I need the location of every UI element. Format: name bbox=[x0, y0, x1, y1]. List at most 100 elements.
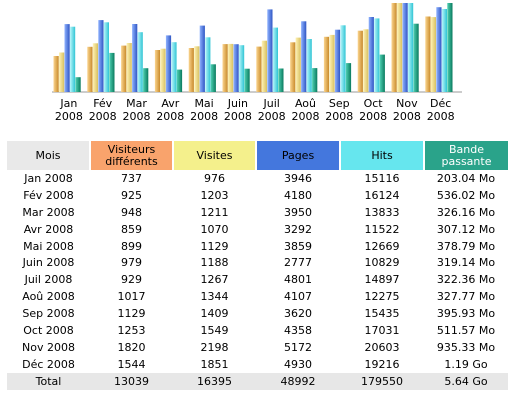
x-tick-label-11-month: Nov bbox=[396, 97, 418, 110]
bar-bandwidth-7 bbox=[278, 68, 284, 92]
x-tick-label-1-year: 2008 bbox=[55, 110, 83, 123]
cell-hits: 13833 bbox=[364, 205, 400, 219]
cell-hits: 12669 bbox=[364, 239, 400, 253]
bar-unique-visitors-10 bbox=[357, 30, 363, 92]
cell-visits: 1188 bbox=[200, 256, 229, 270]
bar-bandwidth-9 bbox=[345, 63, 352, 92]
cell-hits: 17031 bbox=[364, 323, 400, 337]
cell-bandwidth: 319.14 Mo bbox=[436, 256, 496, 270]
bar-pages-5 bbox=[199, 25, 205, 93]
bar-bandwidth-1 bbox=[75, 77, 81, 92]
cell-month: Sep 2008 bbox=[22, 307, 75, 321]
bar-visits-3 bbox=[126, 43, 132, 92]
cell-hits: 15116 bbox=[364, 171, 400, 185]
x-tick-label-8-month: Aoû bbox=[295, 97, 316, 110]
cell-pages: 3620 bbox=[284, 307, 312, 321]
table-row: Oct 2008 1253 1549 4358 17031 511.57 Mo bbox=[7, 322, 508, 339]
x-tick-label-10-month: Oct bbox=[364, 97, 384, 110]
cell-visits: 1267 bbox=[200, 273, 229, 287]
header-unique-visitors-line2: différents bbox=[105, 154, 158, 168]
cell-visitors: 1017 bbox=[117, 290, 146, 304]
cell-hits: 14897 bbox=[364, 273, 400, 287]
bar-pages-11 bbox=[402, 3, 408, 92]
total-hits: 179550 bbox=[340, 372, 424, 390]
bar-hits-6 bbox=[239, 45, 245, 92]
monthly-bar-chart: Jan2008Fév2008Mar2008Avr2008Mai2008Juin2… bbox=[52, 3, 462, 123]
cell-pages: 3292 bbox=[284, 222, 312, 236]
cell-month: Aoû 2008 bbox=[22, 290, 75, 304]
header-pages: Pages bbox=[256, 141, 341, 170]
table-row: Juin 2008 979 1188 2777 10829 319.14 Mo bbox=[7, 254, 508, 271]
x-tick-label-11-year: 2008 bbox=[393, 110, 421, 123]
bar-visits-7 bbox=[261, 40, 267, 92]
bar-unique-visitors-11 bbox=[391, 3, 397, 92]
bar-bandwidth-5 bbox=[210, 64, 216, 92]
cell-month: Avr 2008 bbox=[23, 222, 74, 236]
bar-unique-visitors-6 bbox=[222, 44, 228, 92]
bar-unique-visitors-12 bbox=[425, 16, 431, 92]
table-row: Juil 2008 929 1267 4801 14897 322.36 Mo bbox=[7, 271, 508, 288]
cell-bandwidth: 1.19 Go bbox=[444, 357, 488, 371]
x-tick-label-1-month: Jan bbox=[59, 97, 77, 110]
cell-hits: 19216 bbox=[364, 357, 400, 371]
cell-month: Oct 2008 bbox=[23, 323, 74, 337]
bar-pages-6 bbox=[233, 44, 239, 92]
cell-hits: 12275 bbox=[364, 290, 400, 304]
table-header-row: Mois Visiteurs différents Visites Pages H… bbox=[7, 141, 508, 170]
cell-month: Mai 2008 bbox=[23, 239, 74, 253]
bar-visits-1 bbox=[59, 52, 65, 92]
x-tick-label-5-year: 2008 bbox=[190, 110, 218, 123]
cell-bandwidth: 536.02 Mo bbox=[436, 188, 496, 202]
bar-unique-visitors-2 bbox=[87, 46, 93, 92]
cell-month: Mar 2008 bbox=[22, 205, 75, 219]
bar-visits-12 bbox=[430, 17, 436, 93]
cell-bandwidth: 935.33 Mo bbox=[436, 340, 496, 354]
cell-pages: 4801 bbox=[284, 273, 312, 287]
bar-unique-visitors-1 bbox=[53, 56, 59, 92]
cell-bandwidth: 395.93 Mo bbox=[436, 307, 496, 321]
x-tick-label-9-year: 2008 bbox=[325, 110, 353, 123]
bar-hits-8 bbox=[306, 39, 312, 92]
cell-visits: 1203 bbox=[200, 188, 229, 202]
cell-visits: 1409 bbox=[200, 307, 229, 321]
cell-visitors: 925 bbox=[121, 188, 142, 202]
cell-bandwidth: 322.36 Mo bbox=[436, 273, 496, 287]
x-tick-label-3-year: 2008 bbox=[123, 110, 151, 123]
bar-pages-10 bbox=[368, 17, 374, 92]
cell-visits: 1549 bbox=[200, 323, 229, 337]
cell-hits: 16124 bbox=[364, 188, 400, 202]
cell-pages: 2777 bbox=[284, 256, 312, 270]
bar-visits-10 bbox=[363, 29, 369, 92]
total-label: Total bbox=[7, 372, 90, 390]
cell-bandwidth: 307.12 Mo bbox=[436, 222, 496, 236]
bar-hits-7 bbox=[272, 27, 278, 93]
cell-visitors: 979 bbox=[121, 256, 142, 270]
table-total-row: Total 13039 16395 48992 179550 5.64 Go bbox=[7, 372, 508, 390]
bar-visits-6 bbox=[228, 43, 234, 92]
cell-visitors: 1820 bbox=[117, 340, 146, 354]
table-row: Mar 2008 948 1211 3950 13833 326.16 Mo bbox=[7, 204, 508, 221]
bar-visits-5 bbox=[194, 46, 200, 92]
table-row: Mai 2008 899 1129 3859 12669 378.79 Mo bbox=[7, 238, 508, 255]
cell-bandwidth: 203.04 Mo bbox=[436, 171, 496, 185]
cell-month: Juin 2008 bbox=[22, 256, 75, 270]
cell-visitors: 929 bbox=[121, 273, 142, 287]
x-tick-label-8-year: 2008 bbox=[292, 110, 320, 123]
bar-hits-3 bbox=[137, 32, 143, 92]
cell-pages: 3946 bbox=[284, 171, 312, 185]
table-row: Avr 2008 859 1070 3292 11522 307.12 Mo bbox=[7, 221, 508, 238]
bar-pages-9 bbox=[334, 29, 341, 92]
bar-hits-4 bbox=[171, 42, 177, 92]
x-tick-label-7-month: Juil bbox=[263, 97, 280, 110]
bar-hits-1 bbox=[70, 26, 76, 93]
header-unique-visitors-line1: Visiteurs bbox=[107, 142, 156, 156]
bar-hits-12 bbox=[441, 9, 447, 92]
bar-unique-visitors-3 bbox=[121, 45, 127, 92]
bar-unique-visitors-4 bbox=[154, 50, 161, 92]
x-tick-label-4-year: 2008 bbox=[156, 110, 184, 123]
cell-bandwidth: 511.57 Mo bbox=[436, 323, 496, 337]
bar-visits-4 bbox=[160, 48, 166, 92]
x-tick-label-12-year: 2008 bbox=[427, 110, 455, 123]
x-tick-label-3-month: Mar bbox=[126, 97, 147, 110]
cell-visitors: 859 bbox=[121, 222, 142, 236]
